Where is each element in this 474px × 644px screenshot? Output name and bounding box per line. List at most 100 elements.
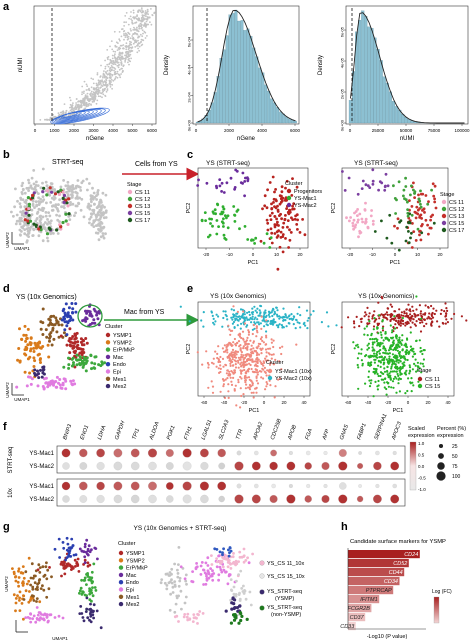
progenitor-point (285, 207, 288, 211)
ys-mac1-10x-point (281, 345, 284, 348)
ys-mac1-10x-point (230, 380, 233, 383)
ys-mac2-10x-point (226, 318, 229, 321)
umap-point (88, 207, 92, 211)
ys-mac2-10x-point (264, 316, 267, 319)
tenx-cluster-legend-dot (267, 375, 273, 381)
scatter-point (102, 82, 104, 84)
scatter-point (78, 112, 81, 115)
cs15-point (375, 369, 378, 372)
ys-mac1-10x-point (239, 375, 242, 379)
ys-mac2-10x-point (271, 319, 274, 322)
cs11-10x-point (220, 559, 224, 563)
ys-mac1-10x-point (260, 376, 263, 379)
pca-right-x-ticks: -20 -10 0 10 20 (347, 248, 443, 257)
ys-mac1-10x-point (205, 350, 208, 353)
cs15-point (373, 354, 377, 358)
cs15-point (343, 189, 347, 192)
stage-legend-label: CS 12 (449, 207, 464, 213)
cs15-point (378, 360, 381, 363)
mac-point (83, 561, 87, 565)
stage-point (67, 212, 71, 216)
ysmp2-point (17, 347, 21, 350)
scatter-point (127, 50, 129, 53)
ysmp2-point (18, 590, 22, 594)
cs15-point (360, 359, 363, 362)
tenx-umap-clusters (15, 302, 107, 391)
umap-point (49, 232, 53, 236)
dataset-point (184, 595, 188, 599)
scatter-point (86, 92, 89, 95)
erp-point (81, 365, 85, 369)
mes1-point (51, 326, 55, 330)
expression-dot (392, 483, 397, 489)
mes1-point (54, 316, 58, 320)
mes2-point (33, 368, 37, 372)
ys-mac1-point (246, 238, 250, 241)
cs15-point (398, 354, 401, 357)
umap-point (13, 205, 16, 209)
ys-mac1-10x-point (265, 351, 268, 354)
scatter-point (101, 89, 104, 91)
ys-mac1-10x-point (229, 333, 232, 336)
umap-point (44, 229, 48, 232)
scatter-point (123, 30, 126, 32)
stage-point (37, 227, 41, 231)
erp-point (89, 591, 93, 595)
mes1-point (38, 571, 42, 574)
combined-cluster-legend-dot (118, 565, 124, 570)
mes1-point (45, 595, 49, 599)
umap-point (96, 231, 100, 235)
expression-dot (251, 494, 261, 504)
ysmp2-point (14, 601, 18, 605)
ys-mac2-10x-point (276, 309, 279, 312)
expression-dot (131, 494, 140, 504)
ysmp1-point (77, 570, 81, 573)
dataset-point (184, 573, 188, 577)
ysmp1-point (84, 337, 88, 340)
scatter-point (124, 32, 127, 35)
progenitor-point (280, 217, 283, 221)
panel-c-left-title: YS (STRT-seq) (206, 160, 250, 167)
x-tick-label: 100000 (454, 128, 470, 133)
ys-mac2-point (196, 184, 200, 187)
cs15-point (390, 367, 393, 370)
ys-mac2-10x-point (299, 314, 302, 317)
scatter-point (137, 39, 139, 42)
dataset-point (242, 591, 246, 595)
dataset-legend-dot (259, 560, 265, 566)
umap-point (20, 213, 24, 217)
mac-point (95, 313, 99, 317)
tenx-pca-right-x-ticks: -60 -40 -20 0 20 40 (345, 396, 451, 405)
cs11-point (386, 313, 389, 316)
cs11-10x-point (215, 557, 219, 560)
cs15-point (398, 369, 401, 372)
umap-point (41, 181, 44, 185)
progenitor-point (284, 214, 287, 217)
expression-dot (251, 461, 261, 471)
cs11-point (384, 313, 387, 316)
scatter-point (108, 63, 110, 66)
ysmp2-point (22, 594, 25, 597)
row-label: YS-Mac2 (29, 464, 54, 470)
epi-point (47, 381, 51, 385)
cs15-point (371, 182, 375, 186)
dataset-point (168, 571, 172, 574)
panel-g-y-label: UMAP2 (4, 576, 9, 592)
ys-mac1-10x-point (260, 315, 263, 318)
dataset-point (179, 589, 183, 593)
ys-mac1-10x-point (234, 384, 237, 387)
umap-point (93, 203, 96, 206)
ys-mac2-10x-point (248, 313, 251, 316)
cs11-point (419, 312, 422, 315)
progenitor-point (276, 267, 280, 271)
cs15-point (419, 346, 422, 350)
ys-mac1-10x-point (265, 374, 268, 377)
cs15-point (382, 345, 385, 348)
ys-mac2-10x-point (267, 310, 271, 313)
scatter-point (71, 106, 74, 109)
scatter-point (144, 37, 147, 39)
percent-legend-dot (438, 443, 444, 449)
strt-umap-points (10, 167, 108, 244)
cs15-point (405, 349, 408, 352)
mes2-point (33, 373, 37, 377)
